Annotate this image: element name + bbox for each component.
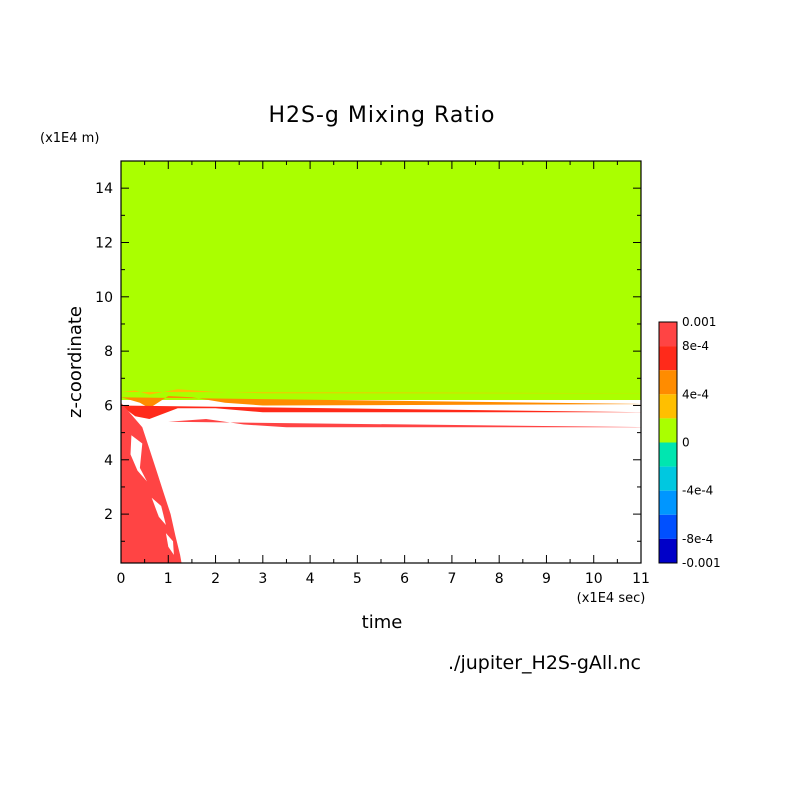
colorbar-swatch: [659, 538, 677, 563]
upper-layer-region: [121, 161, 641, 400]
colorbar-tick-label: -0.001: [682, 556, 721, 570]
colorbar: 0.001 8e-4 4e-4 0 -4e-4 -8e-4 -0.001: [658, 315, 721, 570]
colorbar-swatch: [659, 490, 677, 515]
colorbar-frame: [658, 321, 678, 564]
early-red-region-region: [121, 402, 182, 563]
x-axis-label: time: [362, 612, 403, 633]
x-tick-label: 7: [447, 571, 456, 587]
x-tick-label: 6: [400, 571, 409, 587]
light-red-band-region: [168, 419, 641, 428]
colorbar-tick-label: 0.001: [682, 315, 716, 329]
colorbar-swatch: [659, 418, 677, 443]
y-tick-label: 8: [104, 344, 113, 360]
x-tick-label: 11: [632, 571, 650, 587]
colorbar-swatch: [659, 346, 677, 371]
x-tick-label: 9: [542, 571, 551, 587]
x-tick-label: 0: [117, 571, 126, 587]
blank-gap-region: [130, 435, 147, 482]
colorbar-tick-label: -4e-4: [682, 484, 713, 498]
y-tick-label: 2: [104, 507, 113, 523]
x-tick-label: 8: [495, 571, 504, 587]
colorbar-swatch: [659, 442, 677, 467]
colorbar-tick-label: 0: [682, 436, 690, 450]
x-tick-label: 4: [306, 571, 315, 587]
blank-gap-region: [165, 533, 174, 555]
colorbar-swatch: [659, 514, 677, 539]
y-tick-label: 14: [95, 181, 113, 197]
colorbar-tick-label: -8e-4: [682, 532, 713, 546]
y-units-label: (x1E4 m): [40, 131, 99, 146]
x-tick-label: 2: [211, 571, 220, 587]
x-units-label: (x1E4 sec): [577, 591, 646, 606]
colorbar-swatch: [659, 370, 677, 395]
colorbar-tick-label: 4e-4: [682, 387, 709, 401]
source-file-label: ./jupiter_H2S-gAll.nc: [448, 652, 641, 674]
y-tick-label: 10: [95, 290, 113, 306]
y-tick-label: 12: [95, 235, 113, 251]
orange-band-region: [121, 396, 641, 409]
x-tick-label: 10: [585, 571, 603, 587]
y-tick-label: 6: [104, 398, 113, 414]
x-tick-label: 1: [164, 571, 173, 587]
red-band-region: [121, 405, 641, 419]
x-tick-label: 5: [353, 571, 362, 587]
y-axis-label: z-coordinate: [65, 306, 86, 418]
colorbar-swatch: [659, 322, 677, 347]
colorbar-swatch: [659, 394, 677, 419]
x-tick-label: 3: [258, 571, 267, 587]
colorbar-swatch: [659, 466, 677, 491]
colorbar-tick-label: 8e-4: [682, 339, 709, 353]
chart-title: H2S-g Mixing Ratio: [268, 103, 495, 128]
blank-gap-region: [151, 497, 166, 525]
plot-area: [121, 161, 641, 563]
y-tick-label: 4: [104, 453, 113, 469]
